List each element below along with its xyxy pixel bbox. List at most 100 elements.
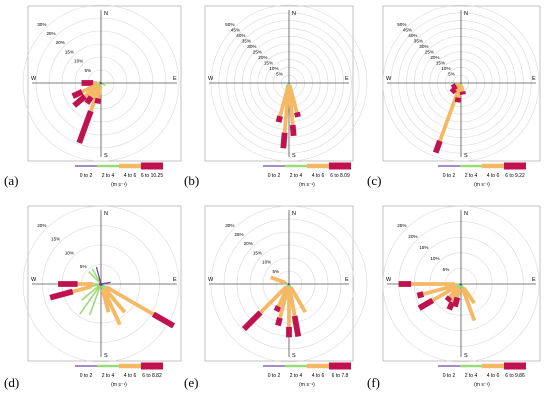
petal-segment <box>275 317 283 327</box>
radial-tick-label: 25% <box>253 49 262 54</box>
radial-tick-label: 50% <box>397 22 406 27</box>
legend-unit: (m s⁻¹) <box>299 382 315 388</box>
radial-tick-label: 25% <box>46 31 55 36</box>
radial-tick-label: 20% <box>244 241 253 246</box>
petal-segment <box>288 284 292 288</box>
panel-label: (b) <box>184 173 199 188</box>
petal-segment <box>460 283 463 286</box>
legend-swatch <box>141 162 163 170</box>
radial-tick-label: 30% <box>37 22 46 27</box>
panel-frame <box>204 5 354 162</box>
panel-frame <box>27 5 182 162</box>
radial-tick-label: 30% <box>419 44 428 49</box>
petal-segment <box>416 291 425 299</box>
panel-label: (d) <box>4 375 19 390</box>
radial-tick-label: 20% <box>430 55 439 60</box>
cardinal-north: N <box>104 211 108 217</box>
radial-tick-label: 5% <box>276 71 283 76</box>
cardinal-east: E <box>345 277 349 283</box>
radial-tick-label: 30% <box>247 44 256 49</box>
legend-label: 0 to 2 <box>443 373 456 379</box>
petal-segment <box>100 82 103 85</box>
petal-segment <box>79 285 101 315</box>
legend-label: 2 to 4 <box>102 373 115 379</box>
radial-tick-label: 5% <box>448 71 455 76</box>
petal-segment <box>105 285 155 316</box>
legend-label: 2 to 4 <box>465 173 478 179</box>
petal-segment <box>100 281 111 285</box>
legend-unit: (m s⁻¹) <box>111 382 127 388</box>
cardinal-south: S <box>464 153 468 159</box>
legend-swatch <box>460 364 482 368</box>
petal-segment <box>241 310 263 332</box>
legend-swatch <box>75 365 97 367</box>
grid-ring <box>382 4 540 162</box>
cardinal-north: N <box>292 211 296 217</box>
radial-tick-label: 15% <box>65 49 74 54</box>
panel-frame <box>204 205 354 362</box>
petal-segment <box>438 84 462 142</box>
radial-tick-label: 15% <box>419 245 428 250</box>
petal-segment <box>458 82 461 85</box>
petal-segment <box>100 289 111 313</box>
legend-label: 4 to 6 <box>124 173 137 179</box>
legend-swatch <box>504 362 526 370</box>
legend-swatch <box>141 362 163 370</box>
petal-segment <box>459 84 465 92</box>
legend-label: 2 to 4 <box>290 373 303 379</box>
legend-swatch <box>263 165 285 167</box>
petal-segment <box>88 271 101 284</box>
cardinal-west: W <box>208 277 214 283</box>
petal-segment <box>459 285 462 289</box>
legend-swatch <box>119 163 141 169</box>
petal-segment <box>88 285 102 316</box>
legend-label: 6 to 10.25 <box>141 173 163 179</box>
legend-unit: (m s⁻¹) <box>474 182 490 188</box>
legend-swatch <box>438 165 460 167</box>
legend-label: 2 to 4 <box>465 373 478 379</box>
radial-tick-label: 5% <box>443 267 450 272</box>
radial-tick-label: 20% <box>408 234 417 239</box>
petal-segment <box>455 82 460 88</box>
petal-segment <box>72 94 87 108</box>
petal-segment <box>96 86 103 99</box>
legend-label: 2 to 4 <box>102 173 115 179</box>
radial-tick-label: 10% <box>65 250 74 255</box>
radial-tick-label: 45% <box>231 27 240 32</box>
petal-segment <box>76 110 94 144</box>
radial-tick-label: 30% <box>225 223 234 228</box>
cardinal-south: S <box>464 353 468 359</box>
petal-segment <box>99 81 102 84</box>
petal-segment <box>102 284 107 288</box>
cardinal-west: W <box>208 76 214 82</box>
petal-segment <box>71 89 84 99</box>
legend-swatch <box>329 162 351 170</box>
cardinal-south: S <box>292 353 296 359</box>
radial-tick-label: 15% <box>264 60 273 65</box>
radial-tick-label: 45% <box>403 27 412 32</box>
petal-segment <box>431 284 458 303</box>
cardinal-west: W <box>386 277 392 283</box>
petal-segment <box>462 286 476 305</box>
petal-segment <box>270 275 286 285</box>
panel-label: (f) <box>367 375 380 390</box>
legend-swatch <box>329 362 351 370</box>
petal-segment <box>288 283 291 286</box>
petal-segment <box>459 90 466 96</box>
legend-swatch <box>482 363 504 369</box>
cardinal-north: N <box>464 11 468 17</box>
radial-tick-label: 40% <box>408 33 417 38</box>
petal-segment <box>49 288 74 301</box>
petal-segment <box>95 266 102 285</box>
wind-rose-panel <box>204 4 368 170</box>
radial-tick-label: 50% <box>225 22 234 27</box>
legend-swatch <box>285 164 307 168</box>
wind-rose-panel <box>382 205 541 370</box>
petal-segment <box>289 124 297 137</box>
legend-label: 6 to 8.09 <box>330 173 350 179</box>
petal-segment <box>287 84 299 113</box>
cardinal-north: N <box>104 11 108 17</box>
panel-label: (c) <box>367 173 381 188</box>
legend-unit: (m s⁻¹) <box>299 182 315 188</box>
petal-segment <box>72 284 93 294</box>
